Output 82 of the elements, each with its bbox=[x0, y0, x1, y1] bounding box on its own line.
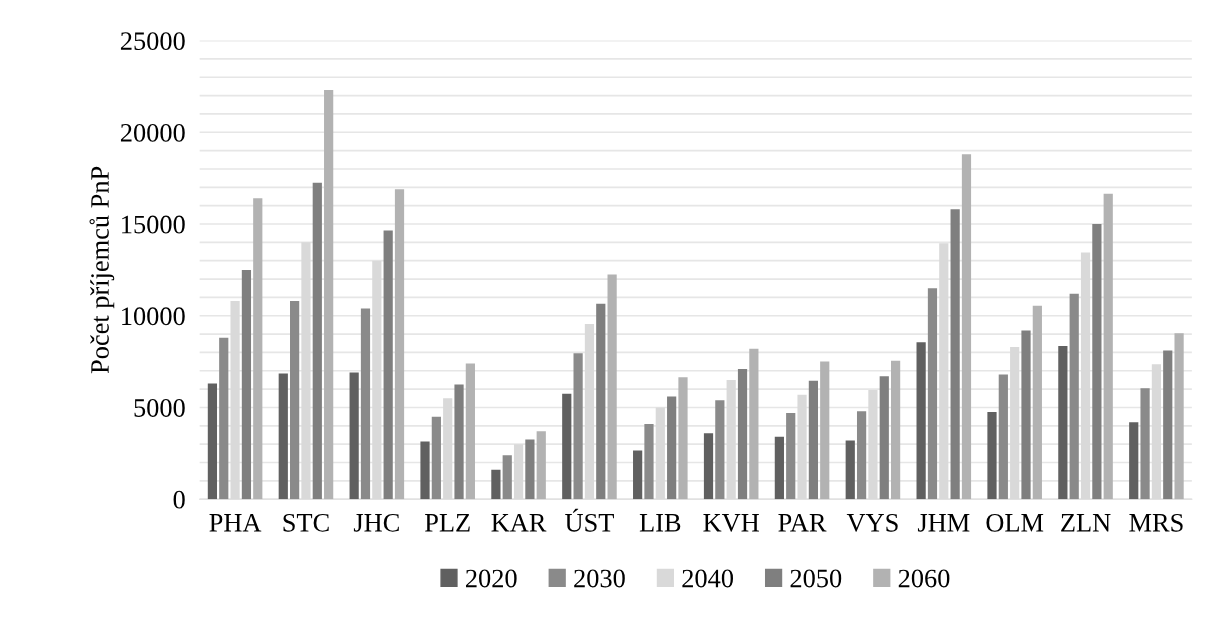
legend-label: 2040 bbox=[682, 569, 734, 588]
bar bbox=[998, 374, 1008, 500]
x-tick-label: JHC bbox=[353, 513, 399, 532]
bar bbox=[786, 412, 796, 500]
bar bbox=[703, 433, 714, 500]
y-tick-label: 5000 bbox=[134, 399, 185, 417]
x-tick-label: ZLN bbox=[1061, 514, 1111, 532]
x-tick-label: PLZ bbox=[425, 514, 470, 532]
bar bbox=[431, 416, 441, 500]
bar bbox=[573, 353, 583, 500]
bar bbox=[360, 308, 371, 500]
bar bbox=[891, 360, 901, 500]
x-tick-label: KVH bbox=[703, 514, 759, 532]
x-tick-label: PAR bbox=[778, 513, 827, 532]
bar bbox=[644, 423, 654, 500]
y-tick-label: 20000 bbox=[120, 123, 185, 142]
bar bbox=[856, 411, 867, 500]
y-tick-label: 0 bbox=[173, 490, 185, 509]
bar bbox=[879, 376, 889, 500]
bar bbox=[278, 373, 288, 500]
bar bbox=[465, 363, 475, 500]
bar bbox=[774, 436, 784, 500]
bar bbox=[1021, 330, 1031, 500]
bar bbox=[749, 348, 759, 500]
bar bbox=[207, 383, 218, 500]
x-tick-label: OLM bbox=[986, 513, 1044, 532]
bar bbox=[383, 230, 393, 500]
legend-label: 2030 bbox=[574, 569, 625, 588]
bar bbox=[667, 396, 677, 500]
bar bbox=[253, 198, 263, 500]
bar bbox=[916, 342, 926, 500]
bar bbox=[950, 209, 960, 500]
bar bbox=[715, 400, 725, 500]
bar bbox=[394, 189, 405, 500]
bar bbox=[820, 361, 830, 500]
bar bbox=[678, 377, 688, 500]
bar bbox=[1163, 350, 1173, 500]
bar bbox=[491, 469, 501, 500]
bar bbox=[562, 393, 572, 500]
bar bbox=[1174, 333, 1184, 500]
bar bbox=[1069, 293, 1079, 500]
bar bbox=[349, 372, 359, 500]
y-tick-label: 10000 bbox=[122, 307, 185, 326]
bar bbox=[927, 288, 938, 500]
x-tick-label: MRS bbox=[1129, 513, 1183, 532]
bar bbox=[1129, 422, 1139, 500]
bar bbox=[536, 431, 546, 500]
bar bbox=[596, 303, 606, 500]
bar bbox=[241, 269, 252, 500]
bar bbox=[961, 154, 972, 500]
bar bbox=[219, 337, 229, 500]
bar bbox=[737, 368, 748, 500]
bar bbox=[633, 450, 643, 500]
bar bbox=[1092, 224, 1102, 500]
x-tick-label: VYS bbox=[846, 513, 898, 532]
x-tick-label: JHM bbox=[917, 514, 970, 532]
bar bbox=[987, 412, 997, 500]
bar bbox=[845, 440, 855, 500]
x-tick-label: ÚST bbox=[565, 508, 614, 532]
bar bbox=[454, 384, 464, 500]
y-tick-label: 25000 bbox=[120, 32, 185, 50]
legend-label: 2050 bbox=[790, 569, 842, 588]
bar bbox=[312, 182, 322, 500]
x-tick-label: STC bbox=[283, 513, 329, 532]
bar bbox=[1058, 346, 1068, 500]
bar bbox=[1032, 305, 1042, 500]
bar bbox=[525, 439, 535, 500]
bar bbox=[502, 455, 512, 500]
x-tick-label: LIB bbox=[639, 514, 681, 532]
bar bbox=[1140, 388, 1150, 500]
x-tick-label: PHA bbox=[209, 513, 262, 532]
y-tick-label: 15000 bbox=[122, 215, 185, 234]
legend-label: 2060 bbox=[898, 569, 950, 588]
bar bbox=[1103, 193, 1113, 500]
y-axis-title: Počet příjemců PnP bbox=[89, 166, 115, 374]
legend-label: 2020 bbox=[466, 569, 517, 588]
bar bbox=[808, 380, 818, 500]
bar bbox=[607, 274, 617, 500]
bar bbox=[324, 90, 334, 500]
x-tick-label: KAR bbox=[491, 513, 547, 532]
bar bbox=[290, 301, 300, 500]
bar bbox=[420, 441, 430, 500]
